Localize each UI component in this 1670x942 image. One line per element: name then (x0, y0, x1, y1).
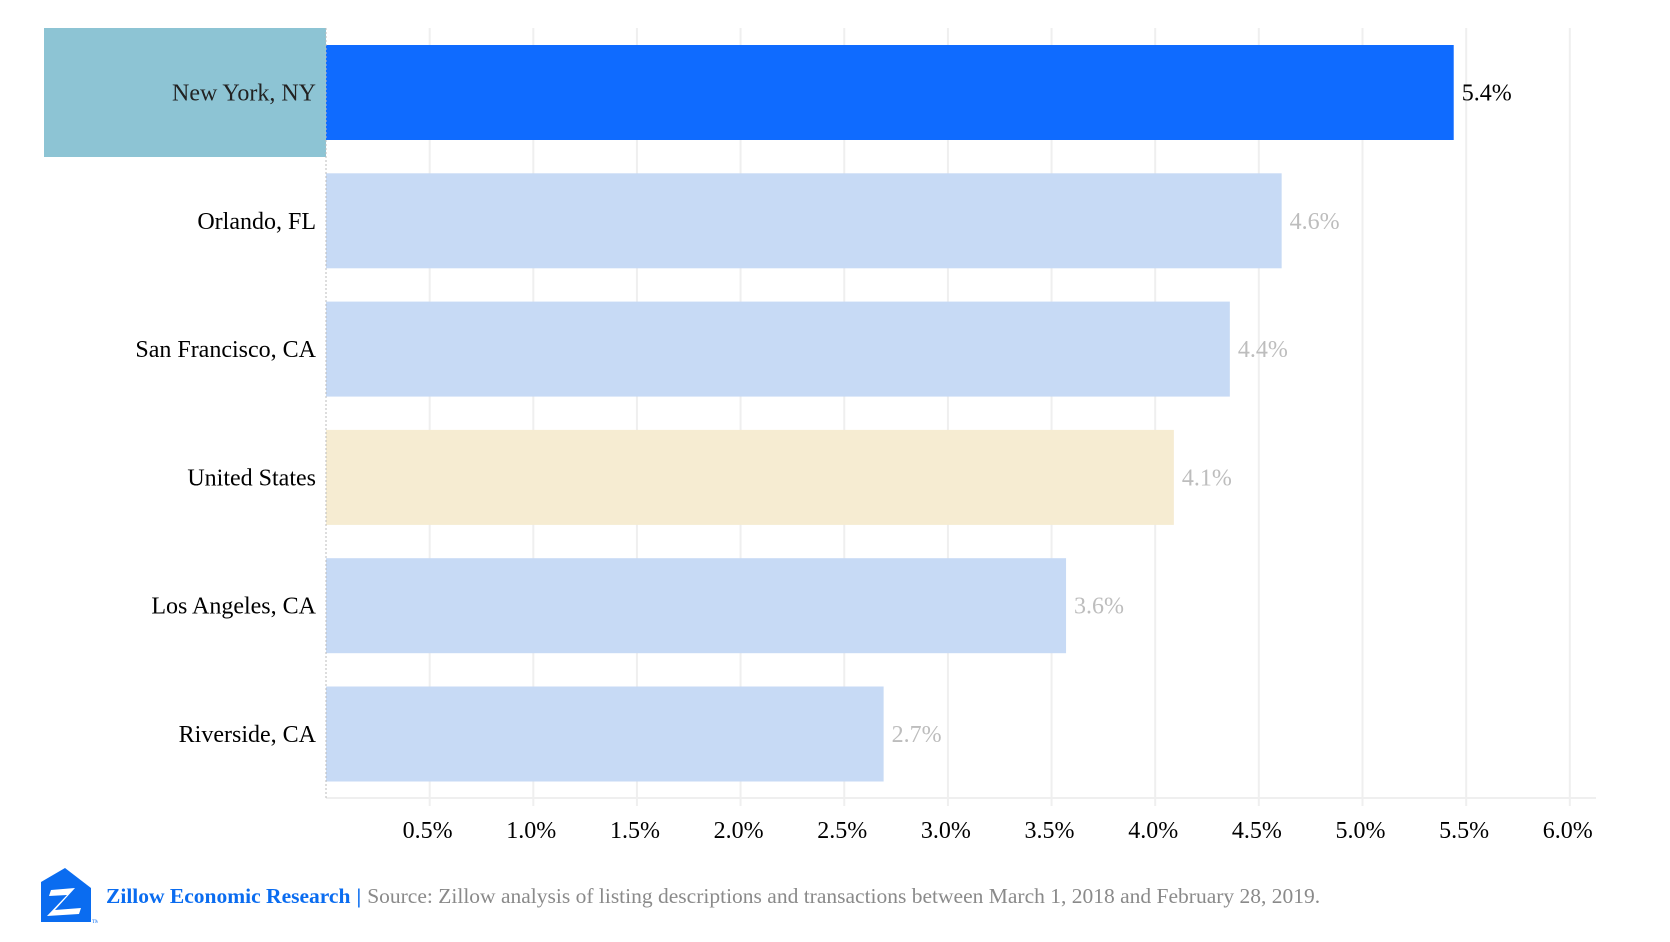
x-tick-label: 5.0% (1336, 818, 1386, 844)
zillow-logo-icon: TM (41, 868, 98, 924)
x-tick-label: 0.5% (403, 818, 453, 844)
category-label: United States (187, 465, 316, 491)
bar-orlando-fl (326, 173, 1282, 269)
source-note: Source: Zillow analysis of listing descr… (367, 883, 1321, 908)
data-label: 4.1% (1182, 465, 1232, 491)
x-tick-label: 5.5% (1439, 818, 1489, 844)
brand-name: Zillow Economic Research (106, 883, 351, 908)
data-label: 5.4% (1462, 81, 1512, 107)
bar-new-york-ny (326, 45, 1454, 140)
x-tick-label: 6.0% (1543, 818, 1593, 844)
category-label: Riverside, CA (179, 722, 317, 748)
x-tick-label: 3.5% (1025, 818, 1075, 844)
bar-los-angeles-ca (326, 558, 1067, 654)
category-label: Los Angeles, CA (151, 594, 316, 620)
x-tick-label: 2.0% (714, 818, 764, 844)
footer: TM Zillow Economic Research | Source: Zi… (41, 868, 1320, 924)
x-tick-label: 2.5% (817, 818, 867, 844)
category-label: San Francisco, CA (135, 337, 316, 363)
data-label: 2.7% (892, 722, 942, 748)
svg-text:TM: TM (92, 920, 98, 924)
bar-united-states (326, 429, 1174, 525)
x-tick-label: 3.0% (921, 818, 971, 844)
x-tick-label: 4.0% (1128, 818, 1178, 844)
x-tick-label: 1.5% (610, 818, 660, 844)
highlight-label-background (44, 28, 326, 157)
data-label: 4.4% (1238, 337, 1288, 363)
data-label: 4.6% (1290, 209, 1340, 235)
bar-chart: 0.5% 1.0% 1.5% 2.0% 2.5% 3.0% 3.5% 4.0% 4.5% 5.0%… (44, 28, 1596, 844)
footer-separator: | (356, 883, 362, 908)
bar-riverside-ca (326, 686, 884, 782)
data-label: 3.6% (1074, 594, 1124, 620)
category-label: Orlando, FL (197, 209, 316, 235)
bar-san-francisco-ca (326, 301, 1230, 397)
x-tick-label: 1.0% (506, 818, 556, 844)
category-label: New York, NY (172, 81, 316, 107)
x-tick-label: 4.5% (1232, 818, 1282, 844)
